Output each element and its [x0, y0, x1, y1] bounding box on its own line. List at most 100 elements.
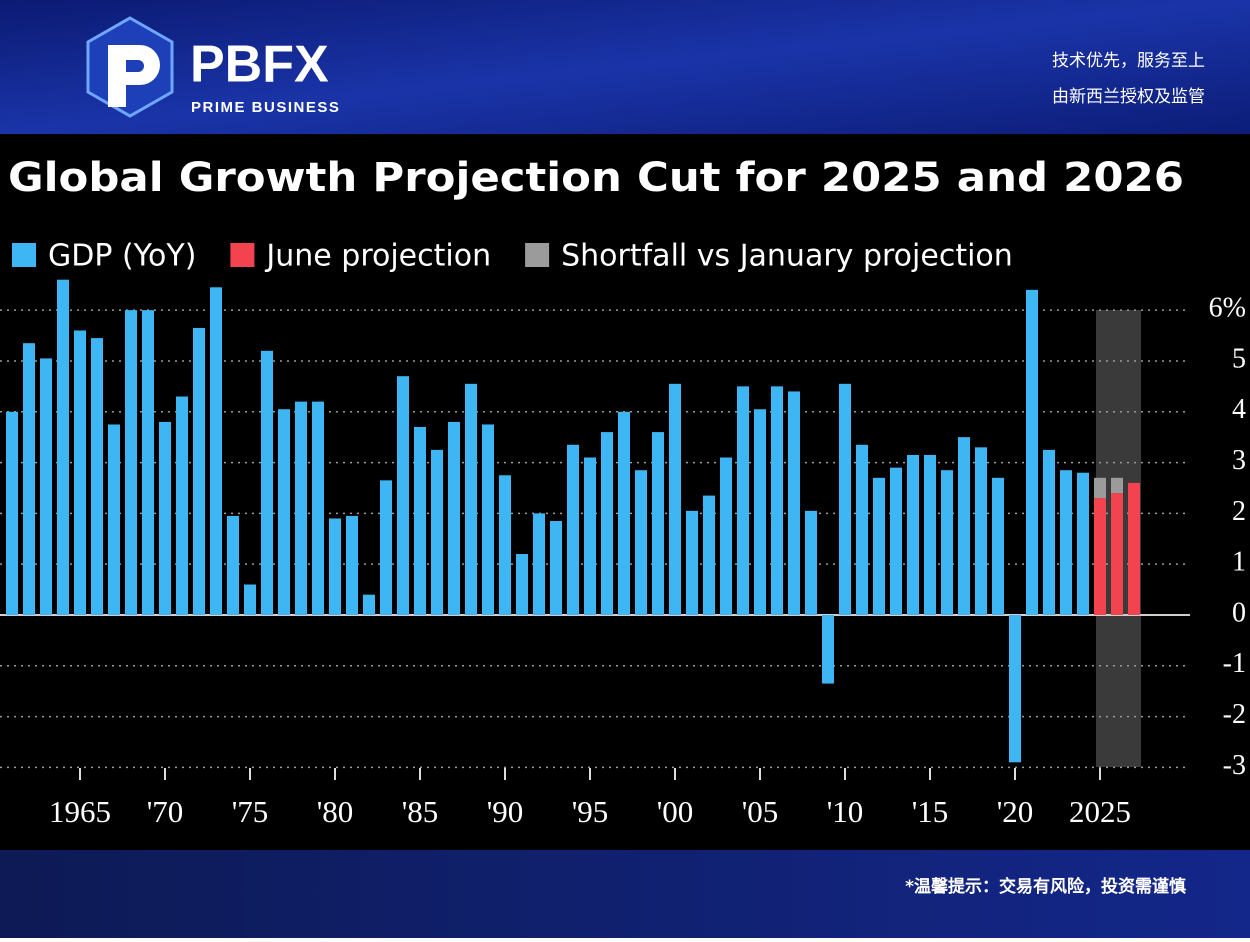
bar: [601, 432, 613, 615]
bar: [363, 594, 375, 615]
bar: [720, 457, 732, 615]
y-tick-label: 3: [1232, 445, 1246, 476]
bar: [958, 437, 970, 615]
y-tick-label: 6%: [1209, 293, 1246, 324]
bar: [448, 421, 460, 615]
bar: [23, 343, 35, 615]
slogan: 由新西兰授权及监管: [1052, 87, 1205, 107]
x-tick-label: '75: [232, 794, 269, 829]
bar: [142, 310, 154, 615]
x-tick-label: 2025: [1069, 794, 1131, 829]
y-tick-label: -3: [1223, 750, 1246, 781]
bar: [771, 386, 783, 615]
bar: [890, 467, 902, 615]
bar: [805, 510, 817, 615]
bar: [1043, 449, 1055, 615]
legend-label: June projection: [264, 239, 491, 274]
bar: [57, 279, 69, 615]
bar: [635, 470, 647, 615]
y-tick-label: 5: [1232, 343, 1246, 374]
bar: [822, 614, 834, 684]
bar: [924, 454, 936, 615]
bar: [533, 513, 545, 615]
bar: [1111, 477, 1123, 494]
bar: [1128, 482, 1140, 615]
y-tick-label: -2: [1223, 699, 1246, 730]
x-tick-label: 1965: [49, 794, 111, 829]
bar: [193, 327, 205, 615]
bar: [329, 518, 341, 615]
bar: [856, 444, 868, 615]
bar: [74, 330, 86, 615]
bar: [159, 421, 171, 615]
bar: [686, 510, 698, 615]
x-tick-label: '10: [827, 794, 864, 829]
x-tick-label: '15: [912, 794, 949, 829]
bar: [669, 383, 681, 615]
bar: [703, 495, 715, 615]
bar: [788, 391, 800, 615]
bar: [584, 457, 596, 615]
bar: [244, 584, 256, 615]
bar: [431, 449, 443, 615]
bar: [873, 477, 885, 615]
bar: [91, 338, 103, 615]
bar: [1077, 472, 1089, 615]
x-tick-label: '95: [572, 794, 609, 829]
bar: [261, 350, 273, 615]
legend-swatch: [525, 243, 550, 267]
bar: [397, 376, 409, 615]
bar: [941, 470, 953, 615]
bar: [278, 409, 290, 615]
bar: [839, 383, 851, 615]
legend-swatch: [12, 243, 36, 267]
x-tick-label: '80: [317, 794, 354, 829]
x-tick-label: '05: [742, 794, 779, 829]
y-tick-label: 0: [1232, 597, 1246, 628]
bar: [516, 554, 528, 615]
x-tick-label: '20: [997, 794, 1034, 829]
bar: [1094, 477, 1106, 499]
bar: [176, 396, 188, 615]
bar: [567, 444, 579, 615]
header-banner: [0, 0, 1250, 134]
x-tick-label: '70: [147, 794, 184, 829]
bar: [499, 475, 511, 615]
bar: [618, 411, 630, 615]
bar: [1111, 493, 1123, 615]
bar: [1009, 614, 1021, 763]
bar: [210, 287, 222, 615]
legend-label: Shortfall vs January projection: [561, 239, 1013, 274]
bar: [227, 515, 239, 615]
bar: [380, 480, 392, 615]
bar: [1026, 289, 1038, 615]
y-tick-label: 2: [1232, 496, 1246, 527]
y-tick-label: -1: [1223, 648, 1246, 679]
chart-title: Global Growth Projection Cut for 2025 an…: [8, 155, 1184, 201]
x-tick-label: '90: [487, 794, 524, 829]
bar: [652, 432, 664, 615]
slogan: 技术优先，服务至上: [1052, 51, 1205, 71]
logo-tagline: PRIME BUSINESS: [191, 99, 340, 116]
bar: [1094, 498, 1106, 615]
legend-swatch: [230, 243, 255, 267]
bar: [465, 383, 477, 615]
bar: [754, 409, 766, 615]
y-tick-label: 4: [1232, 394, 1246, 425]
bar: [6, 411, 18, 615]
bar: [992, 477, 1004, 615]
bar: [550, 521, 562, 615]
y-tick-label: 1: [1232, 547, 1246, 578]
bar: [40, 358, 52, 615]
bar: [482, 424, 494, 615]
bar: [414, 427, 426, 615]
logo-mark: [108, 45, 160, 107]
bar: [108, 424, 120, 615]
x-tick-label: '85: [402, 794, 439, 829]
logo-text: PBFX: [190, 36, 329, 94]
bar: [346, 515, 358, 615]
bar: [737, 386, 749, 615]
risk-notice: *温馨提示：交易有风险，投资需谨慎: [905, 876, 1186, 897]
footer-banner: [0, 850, 1250, 938]
bar: [975, 447, 987, 615]
